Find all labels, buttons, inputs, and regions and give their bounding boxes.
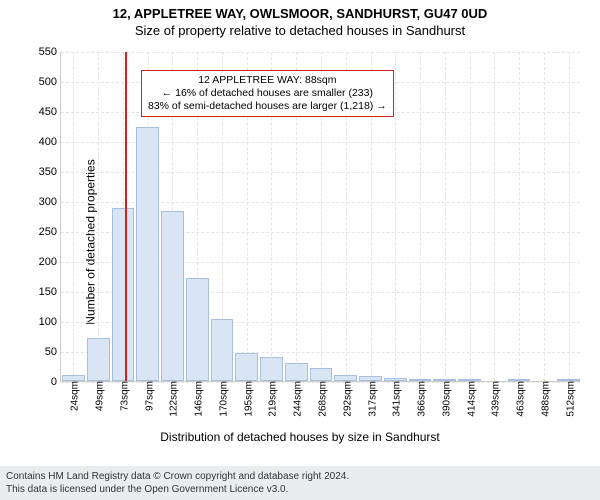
histogram-bar — [186, 278, 209, 381]
plot-area: 05010015020025030035040045050055024sqm49… — [60, 52, 580, 382]
x-tick-label: 366sqm — [413, 381, 428, 417]
histogram-bar — [136, 127, 159, 381]
annotation-line-2: ← 16% of detached houses are smaller (23… — [148, 87, 387, 100]
gridline-vertical — [494, 52, 495, 381]
x-tick-label: 97sqm — [140, 381, 155, 411]
histogram-bar — [260, 357, 283, 381]
x-tick-label: 512sqm — [561, 381, 576, 417]
gridline-vertical — [470, 52, 471, 381]
x-tick-label: 219sqm — [264, 381, 279, 417]
y-tick-label: 200 — [39, 256, 61, 268]
footer-line-1: Contains HM Land Registry data © Crown c… — [6, 470, 594, 483]
gridline-vertical — [445, 52, 446, 381]
y-tick-label: 100 — [39, 316, 61, 328]
histogram-bar — [310, 368, 333, 381]
x-tick-label: 146sqm — [190, 381, 205, 417]
chart-title-main: 12, APPLETREE WAY, OWLSMOOR, SANDHURST, … — [0, 0, 600, 21]
x-tick-label: 414sqm — [462, 381, 477, 417]
y-tick-label: 0 — [51, 376, 61, 388]
histogram-bar — [235, 353, 258, 381]
x-tick-label: 170sqm — [214, 381, 229, 417]
y-tick-label: 50 — [45, 346, 61, 358]
chart-title-sub: Size of property relative to detached ho… — [0, 21, 600, 38]
x-tick-label: 49sqm — [91, 381, 106, 411]
x-tick-label: 463sqm — [512, 381, 527, 417]
x-tick-label: 268sqm — [314, 381, 329, 417]
annotation-line-1: 12 APPLETREE WAY: 88sqm — [148, 74, 387, 87]
gridline-vertical — [544, 52, 545, 381]
y-tick-label: 300 — [39, 196, 61, 208]
y-tick-label: 450 — [39, 106, 61, 118]
x-tick-label: 292sqm — [338, 381, 353, 417]
histogram-bar — [285, 363, 308, 381]
gridline-vertical — [569, 52, 570, 381]
x-tick-label: 390sqm — [437, 381, 452, 417]
annotation-box: 12 APPLETREE WAY: 88sqm ← 16% of detache… — [141, 70, 394, 117]
histogram-bar — [87, 338, 110, 381]
x-tick-label: 24sqm — [66, 381, 81, 411]
y-tick-label: 400 — [39, 136, 61, 148]
chart-container: Number of detached properties 0501001502… — [0, 42, 600, 442]
y-tick-label: 350 — [39, 166, 61, 178]
gridline-vertical — [395, 52, 396, 381]
x-tick-label: 341sqm — [388, 381, 403, 417]
histogram-bar — [211, 319, 234, 381]
x-tick-label: 317sqm — [363, 381, 378, 417]
x-tick-label: 244sqm — [289, 381, 304, 417]
x-tick-label: 73sqm — [115, 381, 130, 411]
y-tick-label: 250 — [39, 226, 61, 238]
gridline-vertical — [73, 52, 74, 381]
histogram-bar — [112, 208, 135, 381]
x-tick-label: 195sqm — [239, 381, 254, 417]
annotation-line-3: 83% of semi-detached houses are larger (… — [148, 100, 387, 113]
gridline-vertical — [420, 52, 421, 381]
gridline-vertical — [98, 52, 99, 381]
y-tick-label: 500 — [39, 76, 61, 88]
y-tick-label: 150 — [39, 286, 61, 298]
footer-attribution: Contains HM Land Registry data © Crown c… — [0, 466, 600, 500]
footer-line-2: This data is licensed under the Open Gov… — [6, 483, 594, 496]
x-axis-label: Distribution of detached houses by size … — [160, 430, 440, 444]
gridline-vertical — [519, 52, 520, 381]
reference-line — [125, 52, 127, 381]
x-tick-label: 439sqm — [487, 381, 502, 417]
x-tick-label: 488sqm — [536, 381, 551, 417]
y-tick-label: 550 — [39, 46, 61, 58]
histogram-bar — [161, 211, 184, 381]
x-tick-label: 122sqm — [165, 381, 180, 417]
